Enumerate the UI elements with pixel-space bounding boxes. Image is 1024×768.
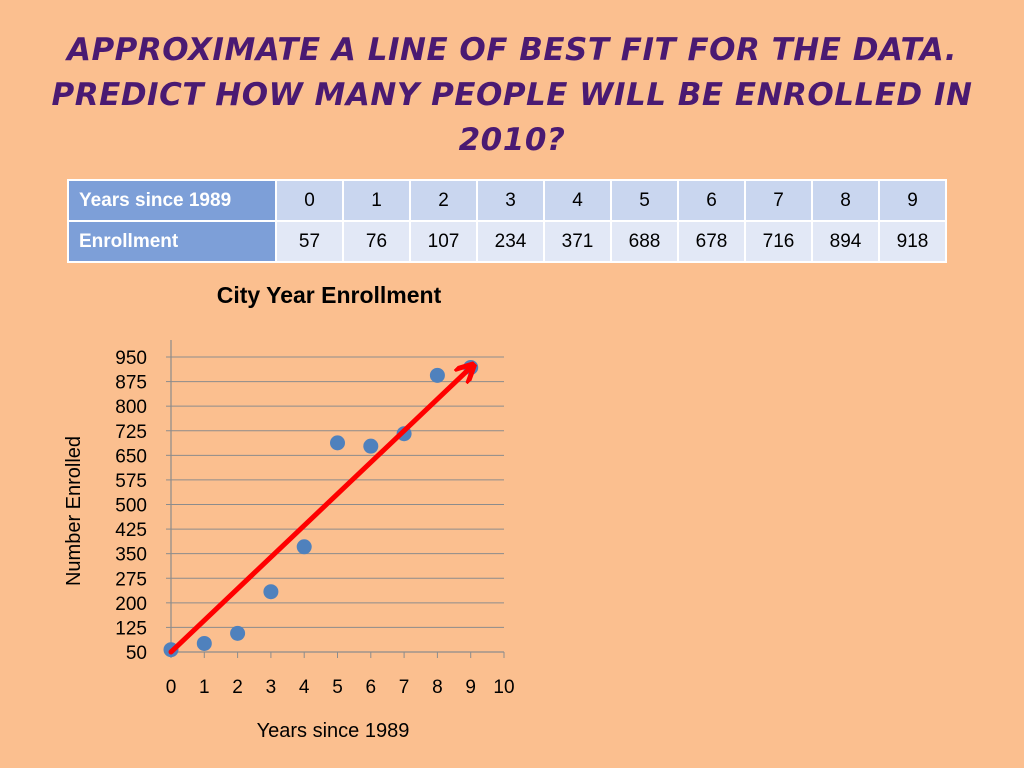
x-tick-label: 6 xyxy=(366,677,377,698)
y-tick-labels: 50 125 200 275 350 425 500 575 650 725 800 875 950 xyxy=(115,348,147,664)
enrollment-table: Years since 1989 0 1 2 3 4 5 6 7 8 9 Enr… xyxy=(67,179,947,263)
x-tick-label: 3 xyxy=(266,677,277,698)
best-fit-arrow xyxy=(168,367,471,655)
x-tick-label: 2 xyxy=(232,677,243,698)
table-cell: 57 xyxy=(275,220,344,263)
table-cell: 6 xyxy=(677,179,746,222)
y-tick-label: 725 xyxy=(115,422,147,443)
y-tick-label: 275 xyxy=(115,569,147,590)
table-cell: 7 xyxy=(744,179,813,222)
y-tick-label: 500 xyxy=(115,496,147,517)
data-point xyxy=(230,625,246,641)
y-tick-label: 50 xyxy=(126,643,147,664)
y-tick-label: 125 xyxy=(115,618,147,639)
table-cell: 371 xyxy=(543,220,612,263)
x-tick-label: 5 xyxy=(332,677,343,698)
table-cell: 8 xyxy=(811,179,880,222)
x-tick-label: 8 xyxy=(432,677,443,698)
x-tick-label: 7 xyxy=(399,677,410,698)
y-tick-label: 425 xyxy=(115,520,147,541)
table-cell: 9 xyxy=(878,179,947,222)
x-tick-label: 9 xyxy=(465,677,476,698)
x-tick-labels: 0 1 2 3 4 5 6 7 8 9 10 xyxy=(166,677,515,698)
data-point xyxy=(196,635,212,651)
data-point xyxy=(363,438,379,454)
table-cell: 918 xyxy=(878,220,947,263)
row-header-enrollment: Enrollment xyxy=(67,220,277,263)
y-tick-label: 575 xyxy=(115,471,147,492)
x-tick-label: 0 xyxy=(166,677,177,698)
y-tick-label: 800 xyxy=(115,397,147,418)
data-point xyxy=(429,367,445,383)
chart-grid xyxy=(171,356,504,628)
table-cell: 716 xyxy=(744,220,813,263)
table-cell: 234 xyxy=(476,220,545,263)
y-tick-label: 875 xyxy=(115,373,147,394)
table-cell: 0 xyxy=(275,179,344,222)
x-tick-label: 4 xyxy=(299,677,310,698)
x-tick-label: 1 xyxy=(199,677,210,698)
x-axis-label: Years since 1989 xyxy=(257,720,410,742)
table-cell: 678 xyxy=(677,220,746,263)
chart-axes xyxy=(166,340,505,658)
table-cell: 76 xyxy=(342,220,411,263)
table-cell: 2 xyxy=(409,179,478,222)
table-cell: 894 xyxy=(811,220,880,263)
y-axis-label: Number Enrolled xyxy=(63,436,85,586)
table-cell: 107 xyxy=(409,220,478,263)
y-tick-label: 950 xyxy=(115,348,147,369)
y-tick-label: 200 xyxy=(115,594,147,615)
data-point xyxy=(263,584,279,600)
table-cell: 3 xyxy=(476,179,545,222)
row-header-years: Years since 1989 xyxy=(67,179,277,222)
x-tick-label: 10 xyxy=(493,677,514,698)
data-point xyxy=(330,435,345,451)
table-cell: 1 xyxy=(342,179,411,222)
fit-line-group xyxy=(168,367,471,655)
y-tick-label: 650 xyxy=(115,446,147,467)
chart-title: City Year Enrollment xyxy=(217,282,442,308)
slide-title: Approximate a line of best fit for the d… xyxy=(51,32,973,158)
data-point xyxy=(296,539,312,555)
table-row-years: Years since 1989 0 1 2 3 4 5 6 7 8 9 xyxy=(67,179,947,222)
table-cell: 688 xyxy=(610,220,679,263)
table-cell: 5 xyxy=(610,179,679,222)
table-cell: 4 xyxy=(543,179,612,222)
y-tick-label: 350 xyxy=(115,545,147,566)
table-row-enrollment: Enrollment 57 76 107 234 371 688 678 716… xyxy=(67,220,947,263)
